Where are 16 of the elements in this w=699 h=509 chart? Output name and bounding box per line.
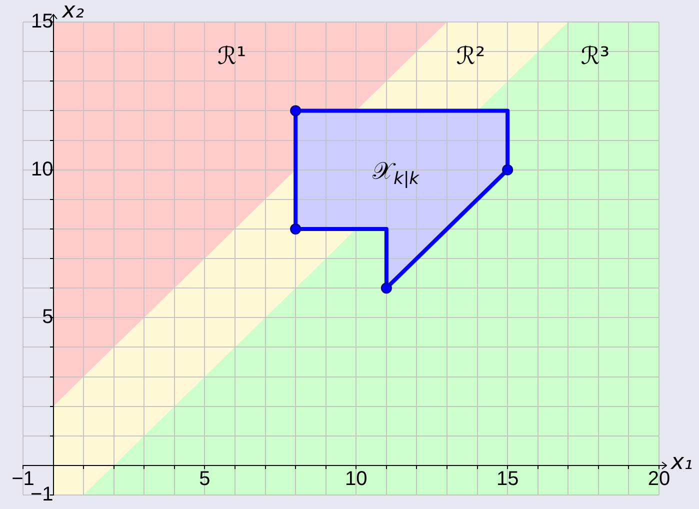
x-tick-label: 20 [648,468,670,490]
y-axis-title: x₂ [61,0,84,24]
point [502,164,514,176]
x-tick-label: 10 [345,468,368,490]
x-axis-title: x₁ [670,450,693,476]
series-label: ℛ³ [580,42,610,70]
point [290,105,302,116]
series-label: ℛ² [456,42,486,70]
y-tick-label: 10 [31,158,54,180]
x-tick-label: 5 [199,468,210,490]
y-tick-label: 15 [31,10,54,33]
point [380,282,392,294]
x-tick-label: 15 [496,468,519,490]
series-label: ℛ¹ [217,42,246,70]
point [290,223,302,234]
y-tick-label: 5 [42,306,54,328]
